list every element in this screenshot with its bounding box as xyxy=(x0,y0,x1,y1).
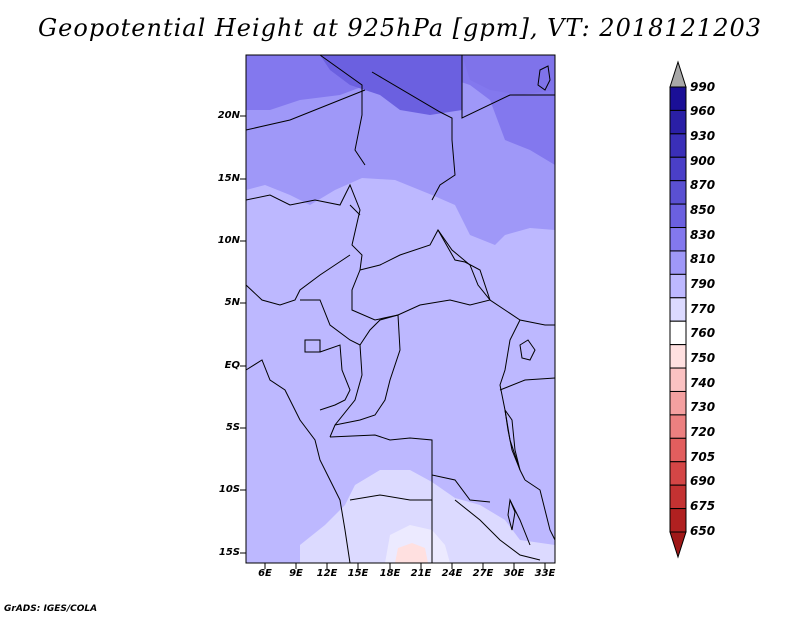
coastline-east xyxy=(524,479,556,541)
colorbar-swatch xyxy=(669,250,687,275)
field-south-light xyxy=(300,470,555,563)
colorbar-label: 790 xyxy=(690,277,716,291)
lon-label-12e: 12E xyxy=(316,568,338,579)
colorbar-swatch xyxy=(669,227,687,252)
colorbar-label: 960 xyxy=(690,104,716,118)
colorbar-swatch xyxy=(669,297,687,322)
lon-label-9e: 9E xyxy=(289,568,303,579)
lat-label-10n: 10N xyxy=(217,235,240,246)
lon-label-18e: 18E xyxy=(379,568,401,579)
sinai-coast xyxy=(537,65,551,91)
lon-label-21e: 21E xyxy=(410,568,432,579)
border-niger-nigeria xyxy=(245,183,363,271)
colorbar-swatch xyxy=(669,86,687,111)
colorbar-swatch xyxy=(669,414,687,439)
colorbar-swatch xyxy=(669,344,687,369)
colorbar-label: 830 xyxy=(690,228,716,242)
axis-ticks xyxy=(240,115,546,569)
border-chad-sudan xyxy=(371,71,456,201)
height-field xyxy=(246,55,555,563)
colorbar xyxy=(669,60,687,559)
border-lake-chad xyxy=(349,204,361,216)
border-drc-south xyxy=(329,434,491,503)
colorbar-swatch xyxy=(669,109,687,135)
colorbar-label: 990 xyxy=(690,80,716,94)
colorbar-swatch xyxy=(669,273,687,299)
colorbar-swatch xyxy=(669,320,687,346)
colorbar-label: 705 xyxy=(690,450,716,464)
lon-label-6e: 6E xyxy=(258,568,272,579)
colorbar-label: 740 xyxy=(690,376,716,390)
lat-label-5n: 5N xyxy=(224,297,240,308)
border-congo xyxy=(329,344,363,438)
colorbar-swatch xyxy=(669,461,687,486)
border-drc-west xyxy=(334,314,401,426)
field-mid-north xyxy=(246,55,555,245)
colorbar-swatch xyxy=(669,133,687,158)
chart-title: Geopotential Height at 925hPa [gpm], VT:… xyxy=(38,14,762,42)
lake-malawi xyxy=(507,498,516,531)
lon-label-30e: 30E xyxy=(503,568,525,579)
lat-label-15n: 15N xyxy=(217,173,240,184)
lake-tanganyika xyxy=(504,409,521,471)
colorbar-swatch xyxy=(669,508,687,533)
map-frame xyxy=(245,54,556,564)
field-north-darkest xyxy=(320,55,462,115)
border-uganda-kenya xyxy=(499,377,556,391)
border-zambia-zim xyxy=(454,499,541,561)
colorbar-top-arrow xyxy=(669,60,687,88)
lat-label-5s: 5S xyxy=(225,422,240,433)
border-libya-chad xyxy=(319,54,366,166)
colorbar-swatch xyxy=(669,484,687,510)
colorbar-swatch xyxy=(669,156,687,182)
colorbar-swatch xyxy=(669,203,687,229)
lat-label-20n: 20N xyxy=(217,110,240,121)
colorbar-label: 900 xyxy=(690,154,716,168)
colorbar-label: 810 xyxy=(690,252,716,266)
lon-label-33e: 33E xyxy=(534,568,556,579)
border-gabon xyxy=(319,344,351,411)
lat-label-15s: 15S xyxy=(218,547,240,558)
colorbar-label: 720 xyxy=(690,425,716,439)
lat-label-eq: EQ xyxy=(224,360,240,371)
field-northeast-dark xyxy=(462,55,555,95)
colorbar-label: 770 xyxy=(690,302,716,316)
colorbar-label: 650 xyxy=(690,524,716,538)
coastline-west xyxy=(245,359,351,564)
colorbar-swatch xyxy=(669,390,687,416)
lon-label-24e: 24E xyxy=(441,568,463,579)
lat-label-10s: 10S xyxy=(218,484,240,495)
border-north-a xyxy=(245,89,366,131)
colorbar-label: 760 xyxy=(690,326,716,340)
boundaries xyxy=(245,54,556,564)
colorbar-swatch xyxy=(669,367,687,392)
colorbar-label: 690 xyxy=(690,474,716,488)
border-nigeria-cameroon xyxy=(245,254,351,306)
footer-credit: GrADS: IGES/COLA xyxy=(4,604,98,614)
border-malawi xyxy=(509,499,531,546)
colorbar-label: 930 xyxy=(690,129,716,143)
colorbar-label: 850 xyxy=(690,203,716,217)
border-cameroon-south xyxy=(300,299,399,346)
border-south-sudan xyxy=(437,229,555,326)
border-angola-zambia xyxy=(349,494,432,501)
colorbar-swatch xyxy=(669,437,687,463)
colorbar-label: 730 xyxy=(690,400,716,414)
colorbar-label: 750 xyxy=(690,351,716,365)
field-east-band xyxy=(500,195,555,235)
colorbar-label: 675 xyxy=(690,499,716,513)
lon-label-15e: 15E xyxy=(347,568,369,579)
lon-label-27e: 27E xyxy=(472,568,494,579)
lake-victoria xyxy=(519,339,536,361)
colorbar-swatch xyxy=(669,180,687,205)
border-egypt-sudan xyxy=(461,55,555,119)
field-south-pink xyxy=(395,543,428,563)
colorbar-label: 870 xyxy=(690,178,716,192)
colorbar-bottom-arrow xyxy=(669,531,687,559)
